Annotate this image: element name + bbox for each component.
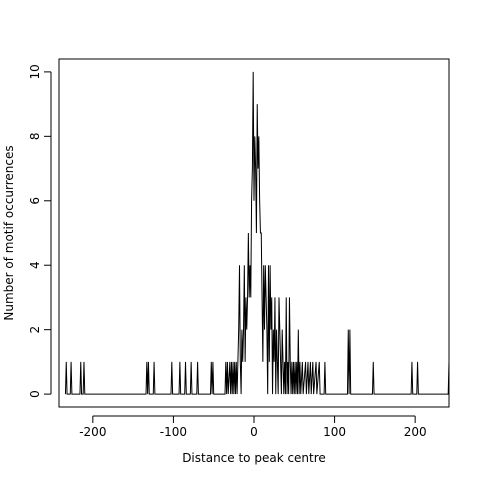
x-tick-label: -100 — [160, 425, 187, 439]
plot-frame — [58, 58, 450, 408]
x-axis-label: Distance to peak centre — [182, 451, 326, 465]
x-tick-label: 200 — [404, 425, 427, 439]
y-tick-label: 8 — [28, 133, 42, 141]
x-tick-label: 100 — [323, 425, 346, 439]
x-tick-label: 0 — [250, 425, 258, 439]
x-tick-label: -200 — [79, 425, 106, 439]
y-axis-label: Number of motif occurrences — [2, 145, 16, 320]
y-tick-label: 4 — [28, 261, 42, 269]
y-tick-label: 6 — [28, 197, 42, 205]
y-tick-label: 0 — [28, 390, 42, 398]
series-layer — [64, 71, 450, 395]
x-axis: -200 -100 0 100 200 — [79, 415, 427, 439]
y-axis: 0 2 4 6 8 10 — [28, 64, 52, 398]
y-tick-label: 10 — [28, 64, 42, 79]
y-tick-label: 2 — [28, 326, 42, 334]
series-line-0 — [64, 71, 450, 395]
